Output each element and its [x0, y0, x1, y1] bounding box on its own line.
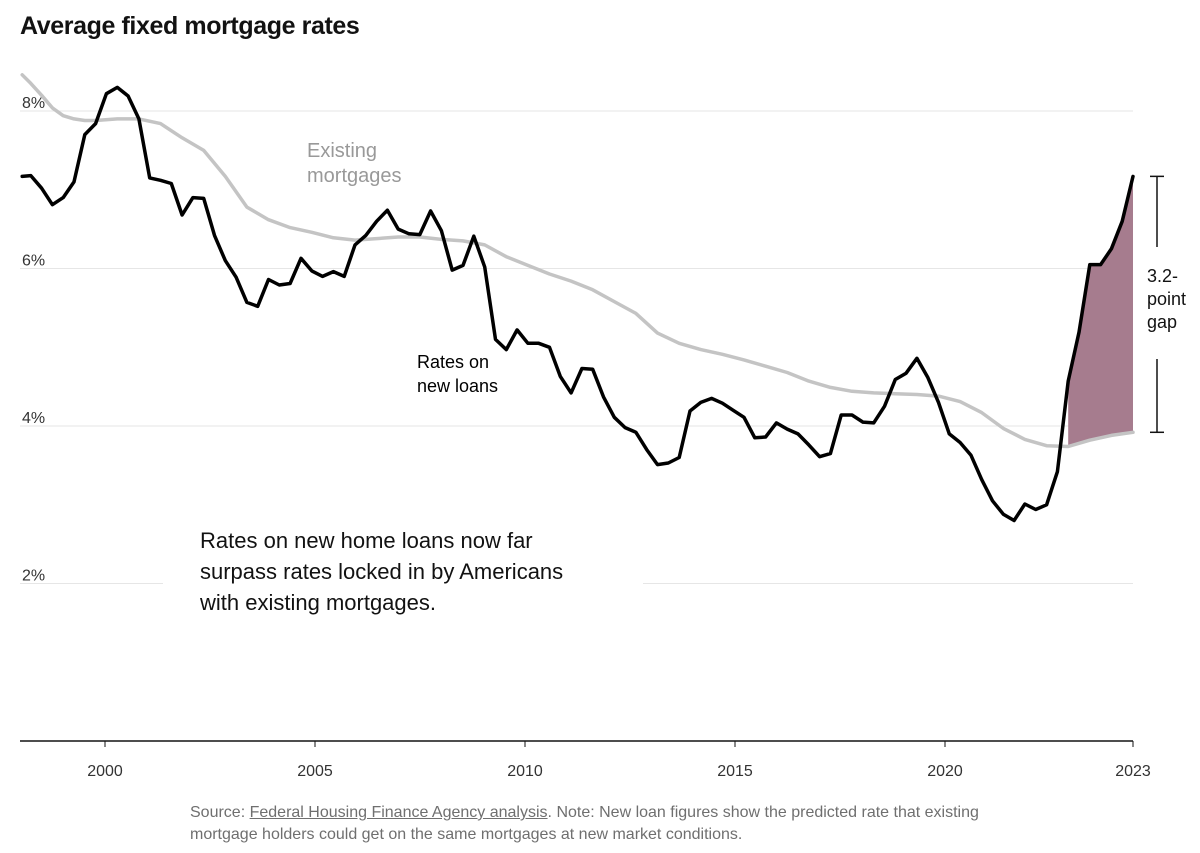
- new-loans-label: Rates on new loans: [417, 352, 498, 396]
- gap-label: 3.2-point gap: [1147, 266, 1186, 332]
- x-tick-label: 2020: [927, 763, 963, 780]
- x-axis: 2000 2005 2010 2015 2020 2023: [20, 740, 1151, 780]
- source-note: Source: Federal Housing Finance Agency a…: [190, 802, 1010, 846]
- gridlines: [20, 110, 1133, 584]
- source-link[interactable]: Federal Housing Finance Agency analysis: [249, 804, 548, 821]
- y-tick-label: 4%: [22, 410, 45, 427]
- chart-description: Rates on new home loans now far surpass r…: [199, 528, 563, 615]
- x-tick-label: 2010: [507, 763, 543, 780]
- y-tick-labels: 2% 4% 6% 8%: [22, 95, 45, 585]
- description-text: Rates on new home loans now far surpass r…: [199, 528, 563, 615]
- x-tick-label: 2000: [87, 763, 123, 780]
- y-tick-label: 6%: [22, 253, 45, 270]
- source-note-text: . Note: New loan figures show the predic…: [190, 804, 979, 843]
- y-tick-label: 2%: [22, 568, 45, 585]
- x-tick-label: 2005: [297, 763, 333, 780]
- gap-bracket: 3.2-point gap: [1147, 175, 1186, 434]
- new-loans-line: [20, 85, 1135, 523]
- x-tick-label: 2023: [1115, 763, 1151, 780]
- source-prefix: Source:: [190, 804, 250, 821]
- series-labels: Existing mortgages Rates on new loans: [307, 140, 498, 396]
- chart-title: Average fixed mortgage rates: [20, 12, 360, 40]
- existing-mortgages-line: [20, 73, 1135, 449]
- series-lines: [20, 73, 1135, 523]
- gap-fill-area: [1068, 176, 1133, 447]
- y-tick-label: 8%: [22, 95, 45, 112]
- existing-mortgages-label: Existing mortgages: [307, 140, 402, 187]
- gap-area: [1068, 176, 1133, 447]
- x-tick-label: 2015: [717, 763, 753, 780]
